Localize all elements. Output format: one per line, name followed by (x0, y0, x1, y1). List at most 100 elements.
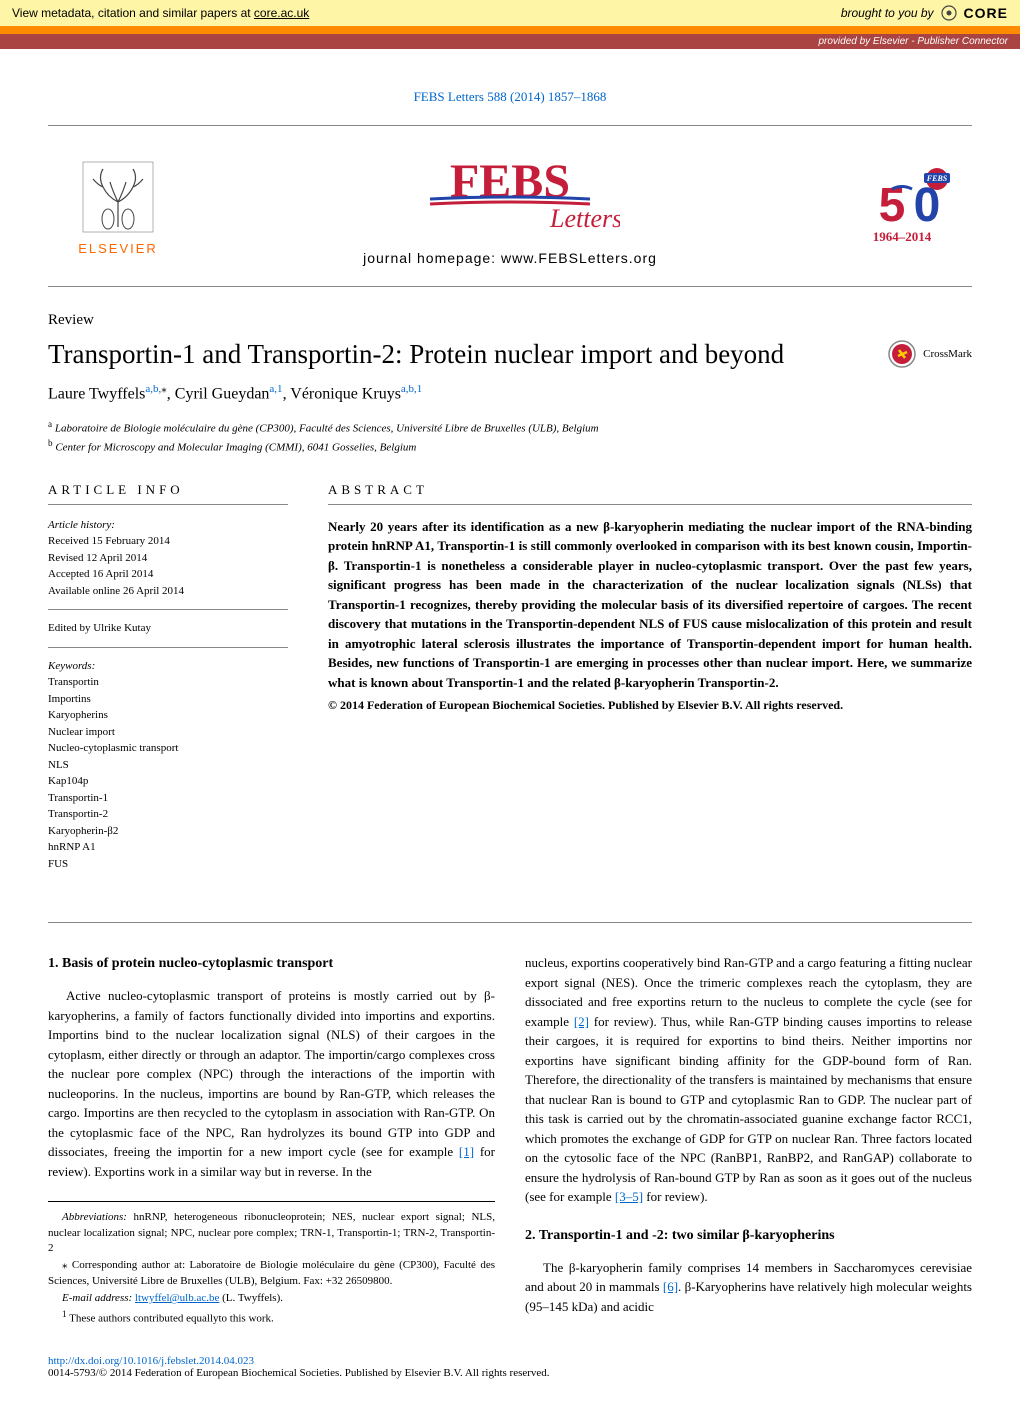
p2b-text: for review). Thus, while Ran-GTP binding… (525, 1014, 972, 1205)
email-after: (L. Twyffels). (219, 1292, 283, 1304)
elsevier-text: ELSEVIER (78, 241, 158, 256)
history-label: Article history: (48, 517, 288, 534)
svg-text:Letters: Letters (549, 204, 620, 233)
revised: Revised 12 April 2014 (48, 550, 288, 567)
journal-header: ELSEVIER FEBS Letters journal homepage: … (48, 125, 972, 287)
febs-50-icon: FEBS 5 0 1964–2014 (842, 159, 962, 249)
orange-strip (0, 26, 1020, 34)
abstract-copyright: © 2014 Federation of European Biochemica… (328, 698, 972, 713)
article-type: Review (48, 312, 972, 329)
article-info: ARTICLE INFO Article history: Received 1… (48, 482, 288, 893)
keyword-5: NLS (48, 757, 288, 774)
affiliation-b-text: Center for Microscopy and Molecular Imag… (55, 442, 416, 454)
abstract-text: Nearly 20 years after its identification… (328, 517, 972, 693)
accepted: Accepted 16 April 2014 (48, 566, 288, 583)
edited-block: Edited by Ulrike Kutay (48, 620, 288, 648)
info-label: ARTICLE INFO (48, 482, 288, 505)
homepage-label: journal homepage: (363, 250, 501, 266)
journal-ref-link[interactable]: FEBS Letters 588 (2014) 1857–1868 (414, 89, 607, 104)
abstract-label: ABSTRACT (328, 482, 972, 505)
svg-text:FEBS: FEBS (450, 155, 570, 208)
body-p3: The β-karyopherin family comprises 14 me… (525, 1258, 972, 1317)
article-title: Transportin-1 and Transportin-2: Protein… (48, 339, 972, 370)
crossmark-icon (887, 339, 917, 369)
core-left-text: View metadata, citation and similar pape… (12, 6, 254, 20)
keyword-10: hnRNP A1 (48, 839, 288, 856)
footnote-equal: 1 These authors contributed equallyto th… (48, 1308, 495, 1327)
info-abstract-row: ARTICLE INFO Article history: Received 1… (48, 482, 972, 893)
email-label: E-mail address: (62, 1292, 135, 1304)
email-link[interactable]: ltwyffel@ulb.ac.be (135, 1292, 219, 1304)
author-1: Laure Twyffels (48, 385, 145, 402)
authors: Laure Twyffelsa,b,⁎, Cyril Gueydana,1, V… (48, 382, 972, 403)
ref-1[interactable]: [1] (459, 1144, 474, 1159)
provided-bar: provided by Elsevier - Publisher Connect… (0, 34, 1020, 49)
journal-homepage: journal homepage: www.FEBSLetters.org (363, 250, 657, 266)
keyword-3: Nuclear import (48, 724, 288, 741)
corr-text: Corresponding author at: Laboratoire de … (48, 1259, 495, 1286)
keyword-11: FUS (48, 856, 288, 873)
author-sep-2: , Véronique Kruys (283, 385, 401, 402)
journal-reference: FEBS Letters 588 (2014) 1857–1868 (48, 89, 972, 105)
issn-line: 0014-5793/© 2014 Federation of European … (48, 1367, 972, 1379)
keyword-1: Importins (48, 691, 288, 708)
p2c-text: for review). (643, 1189, 708, 1204)
author-3-sup: a,b,1 (401, 383, 422, 395)
abbrev-label: Abbreviations: (62, 1211, 127, 1223)
keyword-7: Transportin-1 (48, 790, 288, 807)
elsevier-logo[interactable]: ELSEVIER (58, 146, 178, 266)
keywords-label: Keywords: (48, 658, 288, 675)
page-footer: http://dx.doi.org/10.1016/j.febslet.2014… (48, 1355, 972, 1379)
core-icon (940, 4, 958, 22)
body-col-right: nucleus, exportins cooperatively bind Ra… (525, 953, 972, 1329)
core-logo-text: CORE (964, 5, 1008, 21)
body-col-left: 1. Basis of protein nucleo-cytoplasmic t… (48, 953, 495, 1329)
ref-2[interactable]: [2] (574, 1014, 589, 1029)
section-2-heading: 2. Transportin-1 and -2: two similar β-k… (525, 1225, 972, 1246)
author-sep-1: , Cyril Gueydan (167, 385, 270, 402)
keyword-8: Transportin-2 (48, 806, 288, 823)
keyword-9: Karyopherin-β2 (48, 823, 288, 840)
note1-text: These authors contributed equallyto this… (67, 1313, 274, 1325)
history-block: Article history: Received 15 February 20… (48, 517, 288, 611)
svg-text:0: 0 (914, 179, 941, 232)
provided-text: provided by Elsevier - Publisher Connect… (818, 36, 1008, 47)
footnote-email: E-mail address: ltwyffel@ulb.ac.be (L. T… (48, 1291, 495, 1306)
body-columns: 1. Basis of protein nucleo-cytoplasmic t… (48, 953, 972, 1329)
affiliation-a: a Laboratoire de Biologie moléculaire du… (48, 418, 972, 437)
edited-by: Edited by Ulrike Kutay (48, 620, 288, 637)
body-p1: Active nucleo-cytoplasmic transport of p… (48, 986, 495, 1181)
elsevier-tree-icon (78, 157, 158, 237)
author-1-sup: a,b, (145, 383, 161, 395)
core-banner: View metadata, citation and similar pape… (0, 0, 1020, 26)
core-link[interactable]: core.ac.uk (254, 6, 309, 20)
brought-by-text: brought to you by (841, 6, 934, 20)
footnote-corresponding: ⁎ Corresponding author at: Laboratoire d… (48, 1258, 495, 1289)
crossmark-badge[interactable]: CrossMark (887, 339, 972, 369)
febs-logo-icon: FEBS Letters (400, 147, 620, 237)
ref-3-5[interactable]: [3–5] (615, 1189, 643, 1204)
affiliation-a-text: Laboratoire de Biologie moléculaire du g… (55, 423, 599, 435)
svg-text:1964–2014: 1964–2014 (873, 229, 932, 244)
homepage-link[interactable]: www.FEBSLetters.org (501, 250, 657, 266)
divider (48, 922, 972, 923)
p1-text: Active nucleo-cytoplasmic transport of p… (48, 988, 495, 1159)
keyword-4: Nucleo-cytoplasmic transport (48, 740, 288, 757)
footnotes: Abbreviations: hnRNP, heterogeneous ribo… (48, 1201, 495, 1327)
keyword-0: Transportin (48, 674, 288, 691)
febs-anniversary-logo: FEBS 5 0 1964–2014 (842, 159, 962, 254)
keyword-6: Kap104p (48, 773, 288, 790)
ref-6[interactable]: [6] (663, 1279, 678, 1294)
online: Available online 26 April 2014 (48, 583, 288, 600)
abstract: ABSTRACT Nearly 20 years after its ident… (328, 482, 972, 893)
keywords-block: Keywords: Transportin Importins Karyophe… (48, 658, 288, 883)
keyword-2: Karyopherins (48, 707, 288, 724)
page-content: FEBS Letters 588 (2014) 1857–1868 ELSEVI… (0, 49, 1020, 1409)
footnote-abbrev: Abbreviations: hnRNP, heterogeneous ribo… (48, 1210, 495, 1256)
affiliations: a Laboratoire de Biologie moléculaire du… (48, 418, 972, 456)
doi-link[interactable]: http://dx.doi.org/10.1016/j.febslet.2014… (48, 1355, 254, 1367)
body-p2: nucleus, exportins cooperatively bind Ra… (525, 953, 972, 1207)
core-right: brought to you by CORE (841, 4, 1008, 22)
affiliation-b: b Center for Microscopy and Molecular Im… (48, 437, 972, 456)
febs-center: FEBS Letters journal homepage: www.FEBSL… (363, 147, 657, 266)
